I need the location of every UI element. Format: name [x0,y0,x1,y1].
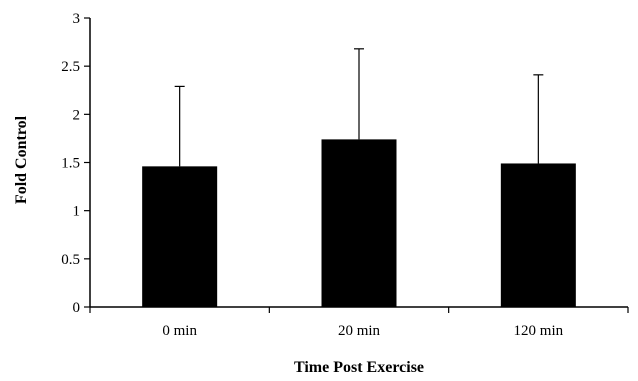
x-tick-label: 0 min [162,323,197,339]
x-tick-label: 20 min [338,323,381,339]
error-bars [174,48,544,167]
y-tick-label: 2 [73,107,81,123]
y-axis: 0 0.5 1 1.5 2 2.5 3 [61,11,91,316]
bars [142,139,576,307]
y-tick-label: 0.5 [61,252,80,268]
y-tick-label: 0 [73,300,81,316]
y-tick-label: 2.5 [61,59,80,75]
bar [321,139,397,307]
bar [500,163,576,307]
y-axis-title: Fold Control [13,115,30,204]
x-axis: 0 min 20 min 120 min [89,306,629,339]
x-tick-label: 120 min [514,323,564,339]
y-tick-label: 1.5 [61,156,80,172]
y-tick-label: 1 [73,204,81,220]
y-tick-label: 3 [73,11,81,27]
x-axis-title: Time Post Exercise [294,359,424,376]
bar [142,166,218,307]
